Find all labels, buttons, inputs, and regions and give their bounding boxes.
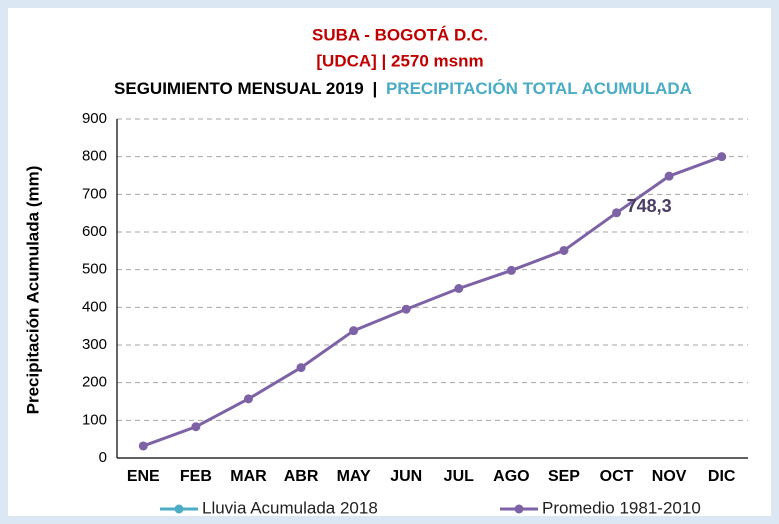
y-tick-label: 100: [82, 411, 107, 428]
x-tick-label: JUL: [444, 468, 474, 485]
data-point: [349, 326, 359, 336]
legend-label: Lluvia Acumulada 2018: [202, 498, 378, 517]
x-tick-label: AGO: [493, 468, 529, 485]
heading-separator: |: [372, 79, 377, 98]
x-tick-label: SEP: [548, 468, 580, 485]
x-tick-label: OCT: [600, 468, 634, 485]
data-point: [506, 265, 516, 275]
data-point: [296, 363, 306, 373]
x-tick-label: ENE: [127, 468, 160, 485]
legend-label: Promedio 1981-2010: [542, 498, 701, 517]
data-point: [191, 422, 201, 432]
chart-heading: SEGUIMIENTO MENSUAL 2019 | PRECIPITACIÓN…: [114, 79, 692, 98]
y-tick-label: 300: [82, 336, 107, 353]
y-axis-label: Precipitación Acumulada (mm): [23, 166, 42, 415]
x-tick-label: NOV: [652, 468, 687, 485]
panel: [8, 8, 771, 516]
y-tick-label: 900: [82, 110, 107, 127]
y-tick-label: 600: [82, 223, 107, 240]
y-tick-label: 400: [82, 298, 107, 315]
x-tick-label: MAR: [230, 468, 267, 485]
data-label: 748,3: [627, 196, 672, 216]
y-tick-label: 700: [82, 185, 107, 202]
chart-title: SUBA - BOGOTÁ D.C.: [312, 25, 488, 44]
heading-left: SEGUIMIENTO MENSUAL 2019: [114, 79, 364, 98]
legend-marker: [174, 504, 184, 514]
legend-marker: [514, 504, 524, 514]
x-tick-label: ABR: [284, 468, 319, 485]
data-point: [612, 208, 622, 218]
data-point: [717, 152, 727, 162]
data-point: [138, 441, 148, 451]
x-tick-label: JUN: [390, 468, 422, 485]
data-point: [559, 245, 569, 255]
chart-subtitle: [UDCA] | 2570 msnm: [316, 51, 483, 70]
heading-right: PRECIPITACIÓN TOTAL ACUMULADA: [386, 79, 692, 98]
y-tick-label: 500: [82, 261, 107, 278]
y-tick-label: 0: [99, 449, 107, 466]
series-line: [142, 155, 723, 448]
data-point: [664, 171, 674, 181]
x-tick-label: FEB: [180, 468, 212, 485]
data-point: [243, 394, 253, 404]
data-point: [401, 304, 411, 314]
y-tick-label: 200: [82, 374, 107, 391]
y-tick-label: 800: [82, 148, 107, 165]
x-tick-label: MAY: [337, 468, 371, 485]
x-tick-label: DIC: [708, 468, 736, 485]
data-point: [454, 284, 464, 293]
